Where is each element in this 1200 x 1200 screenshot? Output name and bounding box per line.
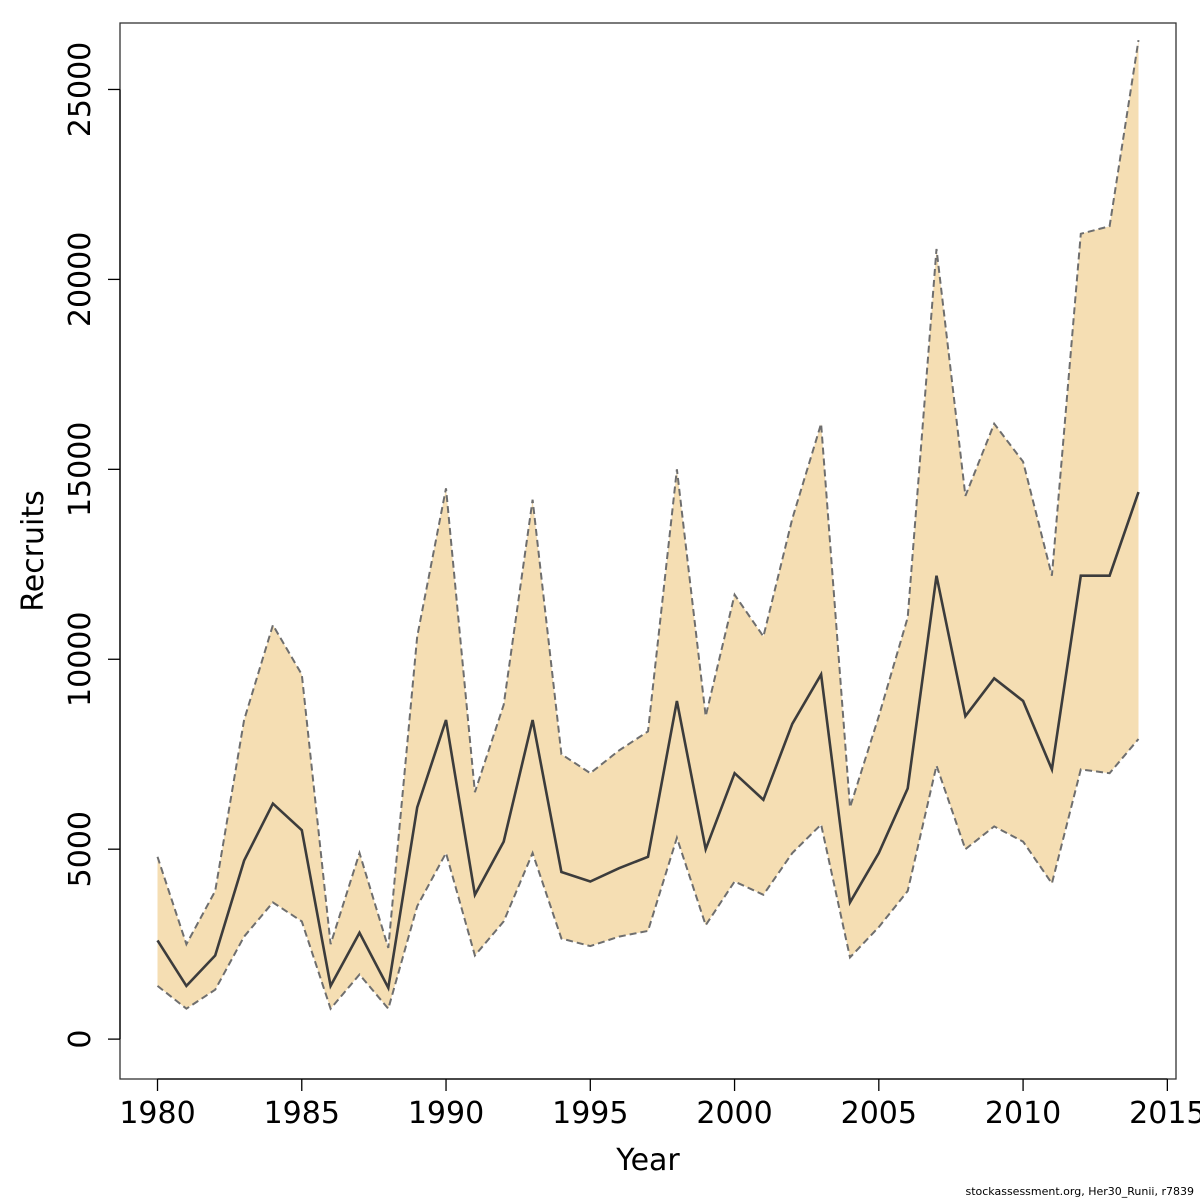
x-tick-label: 2005 [841, 1096, 917, 1131]
x-tick-label: 1980 [119, 1096, 195, 1131]
x-tick-label: 1995 [552, 1096, 628, 1131]
x-tick-label: 1985 [264, 1096, 340, 1131]
x-axis-title: Year [615, 1143, 680, 1178]
x-tick-label: 2000 [696, 1096, 772, 1131]
y-tick-label: 25000 [63, 42, 98, 137]
y-tick-label: 20000 [63, 232, 98, 327]
y-tick-label: 10000 [63, 612, 98, 707]
y-tick-label: 15000 [63, 422, 98, 517]
confidence-band [157, 40, 1139, 1009]
x-tick-label: 1990 [408, 1096, 484, 1131]
lower-bound-line [156, 738, 1140, 1011]
y-tick-label: 0 [63, 1030, 98, 1049]
x-tick-label: 2010 [985, 1096, 1061, 1131]
x-tick-label: 2015 [1129, 1096, 1200, 1131]
y-tick-label: 5000 [63, 811, 98, 887]
upper-bound-line [156, 39, 1140, 949]
x-axis: 1980 1985 1990 1995 2000 2005 2010 2015 [119, 1078, 1200, 1131]
y-axis-title: Recruits [16, 490, 51, 612]
estimate-line [156, 491, 1140, 992]
y-axis: 0 5000 10000 15000 20000 25000 [63, 42, 121, 1049]
footer-caption: stockassessment.org, Her30_Runii, r7839 [965, 1185, 1194, 1198]
